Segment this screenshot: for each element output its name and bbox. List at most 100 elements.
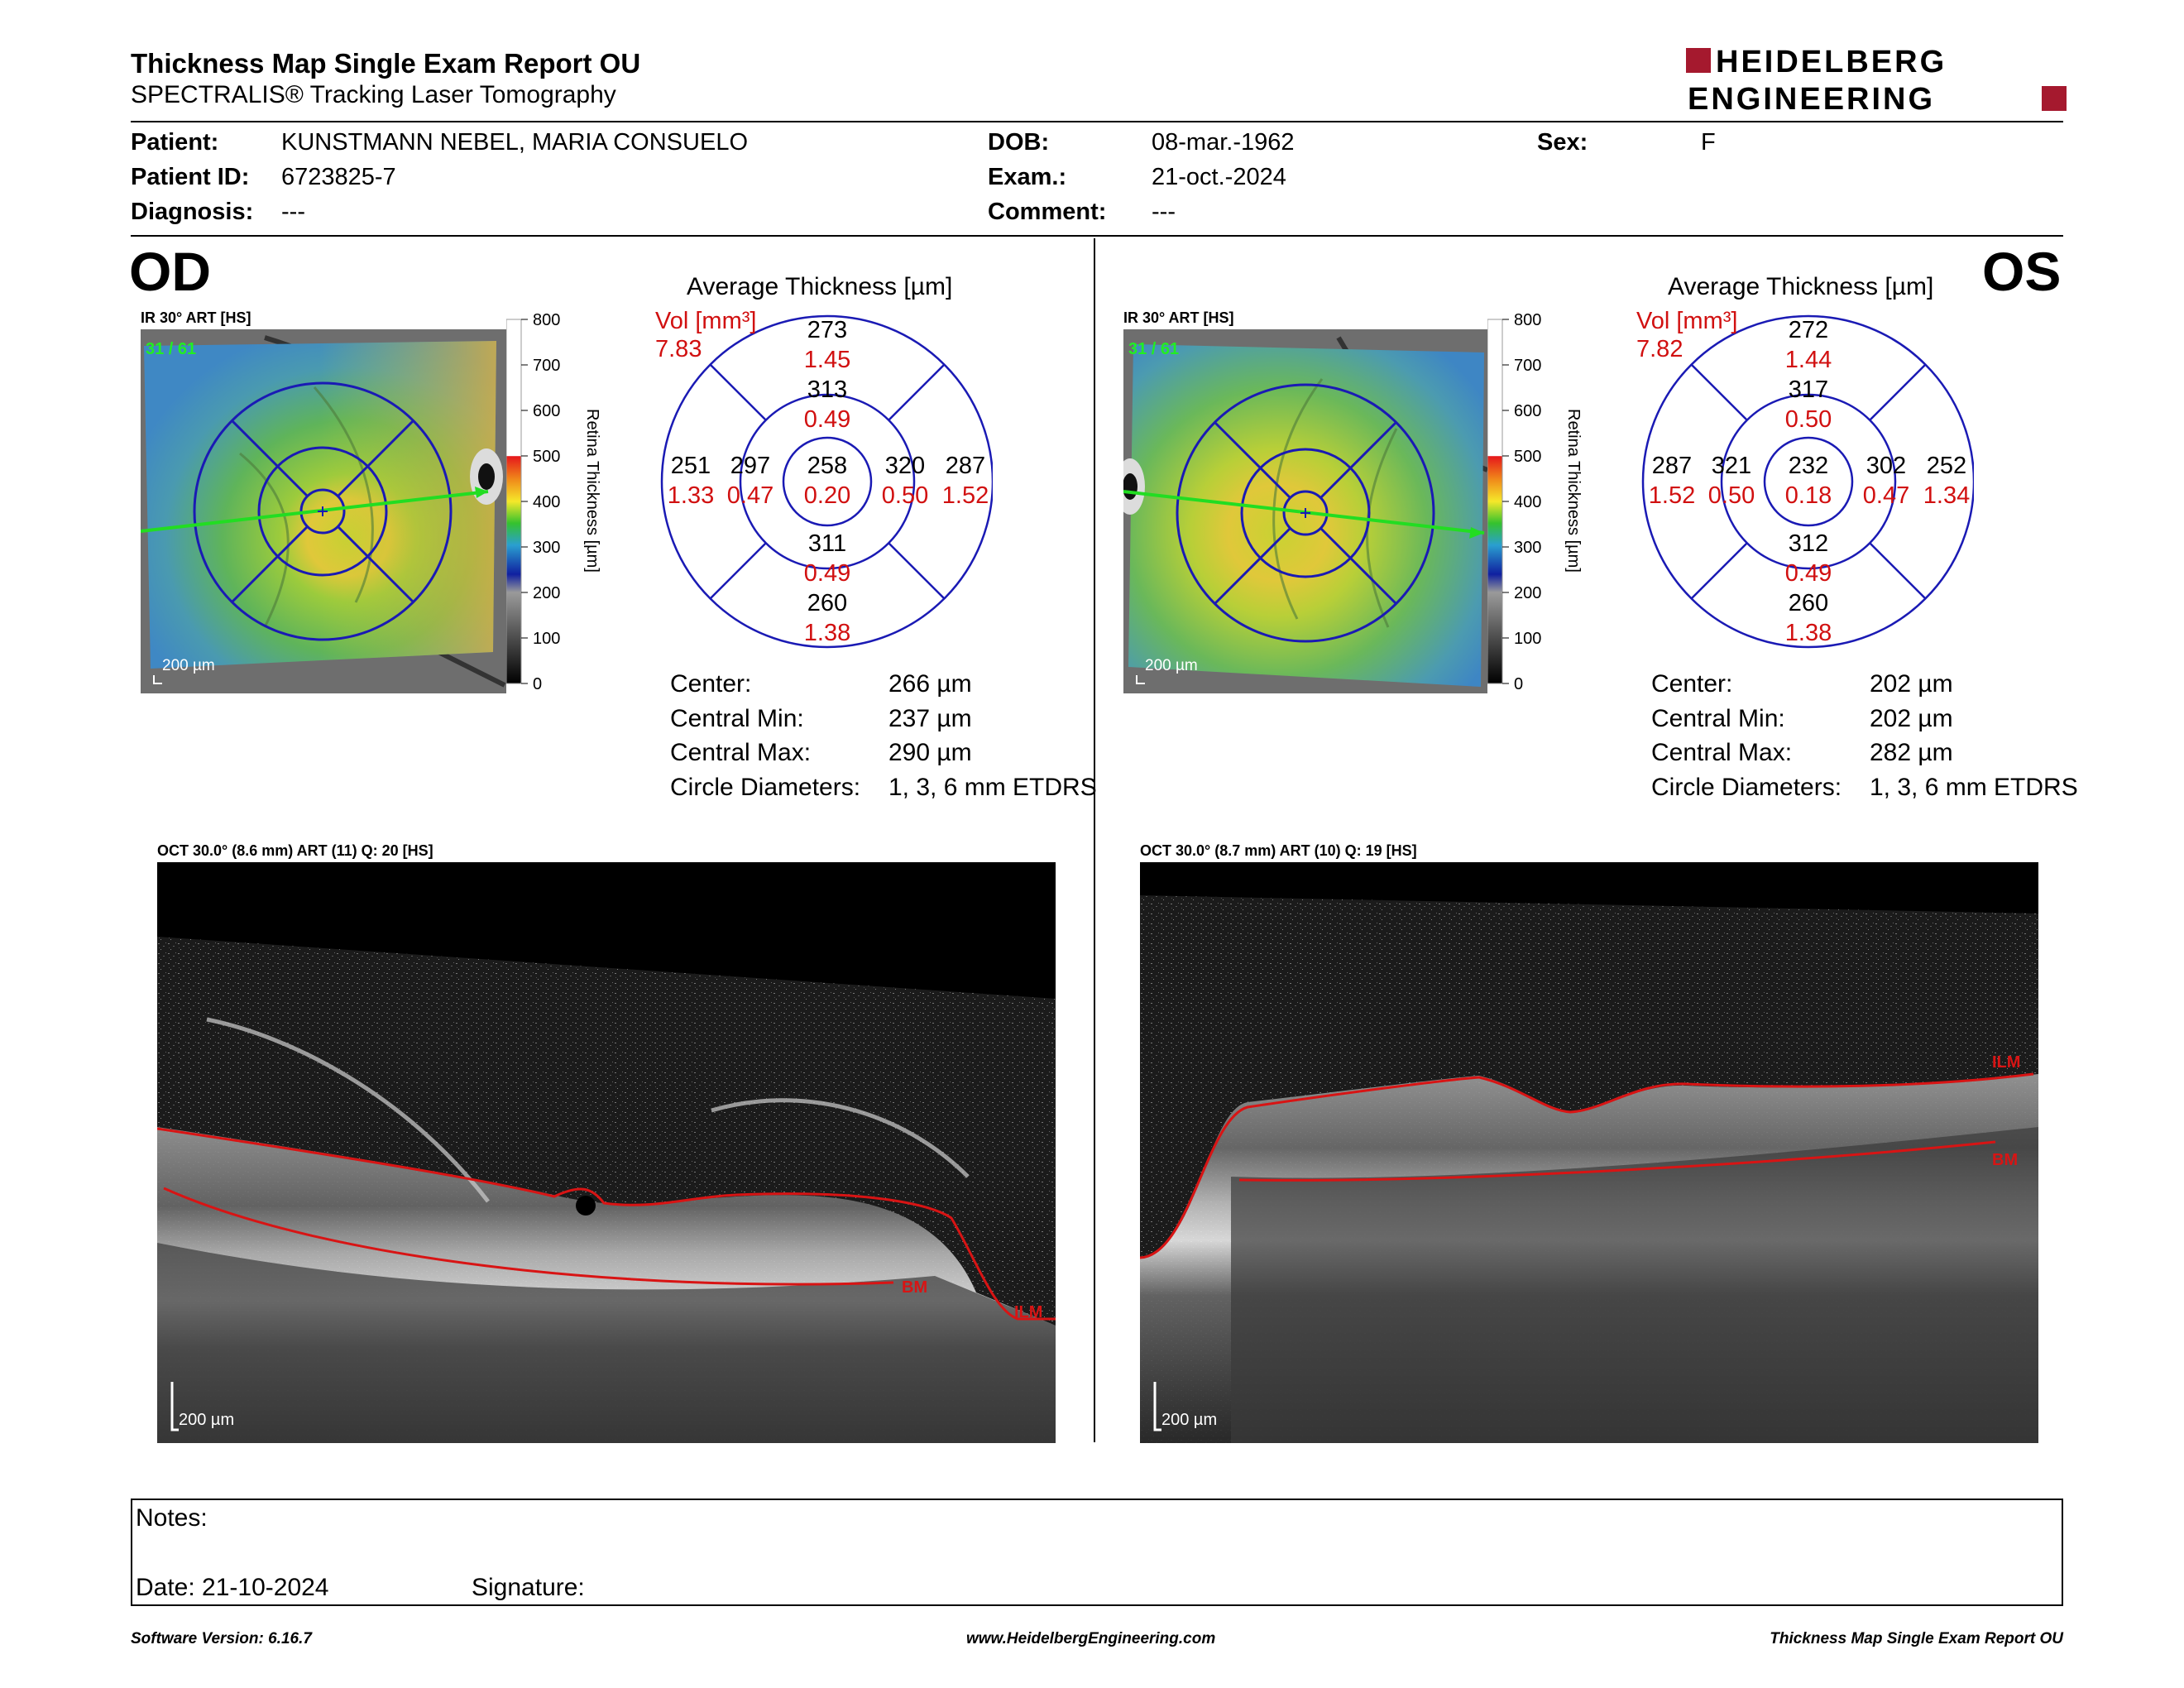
od-oct-scale-bar [170,1382,179,1431]
os-etdrs-grid [1176,383,1435,643]
os-vol-label: Vol [mm³] [1636,308,1738,334]
notes-label: Notes: [136,1504,208,1532]
os-oct-bm-label: BM [1992,1151,2018,1169]
od-inner-superior-thickness: 313 [807,376,847,403]
od-fundus-image: 31 / 61 200 µm [141,329,506,693]
od-inner-inferior-thickness: 311 [808,530,846,557]
svg-text:600: 600 [533,402,560,420]
sex-label: Sex: [1537,129,1588,156]
od-center-volume: 0.20 [804,482,850,509]
od-stat-max-label: Central Max: [670,739,812,766]
os-avg-title: Average Thickness [µm] [1668,273,1934,300]
dob-value: 08-mar.-1962 [1152,129,1295,156]
os-outer-superior-volume: 1.44 [1785,347,1832,373]
logo-red-block-top [1686,48,1711,73]
os-stat-diam-value: 1, 3, 6 mm ETDRS [1870,774,2078,801]
od-avg-title: Average Thickness [µm] [687,273,953,300]
od-etdrs-grid [193,381,453,641]
od-oct-bm-line [163,1187,894,1286]
svg-text:0: 0 [533,675,542,693]
od-stat-min-value: 237 µm [888,705,972,732]
od-inner-inferior-volume: 0.49 [804,560,850,587]
svg-text:800: 800 [1514,311,1541,329]
od-stat-diam-value: 1, 3, 6 mm ETDRS [888,774,1097,801]
patient-name: KUNSTMANN NEBEL, MARIA CONSUELO [281,129,748,156]
patient-rule [131,235,2063,237]
diagnosis-label: Diagnosis: [131,199,254,225]
od-outer-right-volume: 1.52 [942,482,989,509]
os-inner-left-volume: 0.50 [1708,482,1755,509]
sex-value: F [1701,129,1716,156]
os-center-volume: 0.18 [1785,482,1832,509]
notes-date: Date: 21-10-2024 [136,1574,329,1601]
od-optic-cup [478,463,495,490]
exam-value: 21-oct.-2024 [1152,164,1286,190]
os-stat-min-value: 202 µm [1870,705,1953,732]
os-inner-left-thickness: 321 [1712,453,1751,479]
report-title: Thickness Map Single Exam Report OU [131,48,641,79]
os-stat-min-label: Central Min: [1651,705,1785,732]
report-subtitle: SPECTRALIS® Tracking Laser Tomography [131,81,616,108]
od-center-thickness: 258 [807,453,847,479]
os-thickness-scale: 800 700 600 500 400 300 200 100 0 Retina… [1487,311,1583,693]
os-inner-superior-thickness: 317 [1789,376,1828,403]
notes-signature: Signature: [472,1574,585,1601]
os-oct-scale-bar [1153,1382,1161,1431]
patient-id-label: Patient ID: [131,164,250,190]
os-outer-inferior-thickness: 260 [1789,590,1828,616]
od-outer-inferior-thickness: 260 [807,590,847,616]
os-inner-inferior-volume: 0.49 [1785,560,1832,587]
heidelberg-logo: HEIDELBERG ENGINEERING [1686,46,2067,116]
notes-box[interactable] [131,1499,2063,1606]
od-vessel [239,452,290,628]
od-inner-right-thickness: 320 [885,453,925,479]
os-stat-center-value: 202 µm [1870,670,1953,698]
od-vol-value: 7.83 [655,336,702,362]
od-outer-superior-volume: 1.45 [804,347,850,373]
od-outer-left-thickness: 251 [671,453,711,479]
od-oct-scale-label: 200 µm [179,1411,234,1429]
od-oct-bscan: BM ILM 200 µm [157,862,1056,1443]
od-outer-superior-thickness: 273 [807,317,847,343]
os-eye-label: OS [1982,241,2062,302]
os-oct-caption: OCT 30.0° (8.7 mm) ART (10) Q: 19 [HS] [1140,842,1417,859]
od-scale-label: Retina Thickness [µm] [583,409,601,573]
od-stat-center-label: Center: [670,670,752,698]
os-outer-right-thickness: 252 [1927,453,1966,479]
logo-line2: ENGINEERING [1688,82,1935,116]
svg-text:200: 200 [533,584,560,602]
svg-text:300: 300 [1514,539,1541,557]
svg-text:200: 200 [1514,584,1541,602]
os-oct-scale-label: 200 µm [1161,1411,1217,1429]
od-vessel [313,386,374,603]
os-inner-right-volume: 0.47 [1863,482,1909,509]
od-oct-vitreous-membrane [711,1098,970,1178]
os-vol-value: 7.82 [1636,336,1684,362]
logo-line1: HEIDELBERG [1716,46,1947,79]
os-outer-superior-thickness: 272 [1789,317,1828,343]
os-ir-scale-bar [1136,675,1145,684]
svg-text:700: 700 [1514,357,1541,375]
od-ir-scale-label: 200 µm [162,657,215,674]
od-etdrs-chart: 273 1.45 313 0.49 251 1.33 297 0.47 258 … [660,314,993,649]
od-scan-arrow [475,487,488,498]
os-inner-superior-volume: 0.50 [1785,406,1832,433]
od-inner-left-thickness: 297 [730,453,770,479]
os-inner-inferior-thickness: 312 [1789,530,1828,557]
os-frame-counter: 31 / 61 [1128,340,1179,358]
os-stat-max-value: 282 µm [1870,739,1953,766]
diagnosis-value: --- [281,199,305,225]
od-inner-superior-volume: 0.49 [804,406,850,433]
svg-text:300: 300 [533,539,560,557]
od-stat-max-value: 290 µm [888,739,972,766]
eye-divider [1094,238,1095,1442]
od-scan-line [141,490,489,533]
od-stat-diam-label: Circle Diameters: [670,774,861,801]
od-stat-center-value: 266 µm [888,670,972,698]
footer-report-name: Thickness Map Single Exam Report OU [1770,1630,2063,1647]
footer-software-version: Software Version: 6.16.7 [131,1630,312,1647]
comment-value: --- [1152,199,1176,225]
footer-website[interactable]: www.HeidelbergEngineering.com [966,1630,1216,1647]
od-oct-ilm-label: ILM [1014,1303,1042,1321]
patient-label: Patient: [131,129,219,156]
